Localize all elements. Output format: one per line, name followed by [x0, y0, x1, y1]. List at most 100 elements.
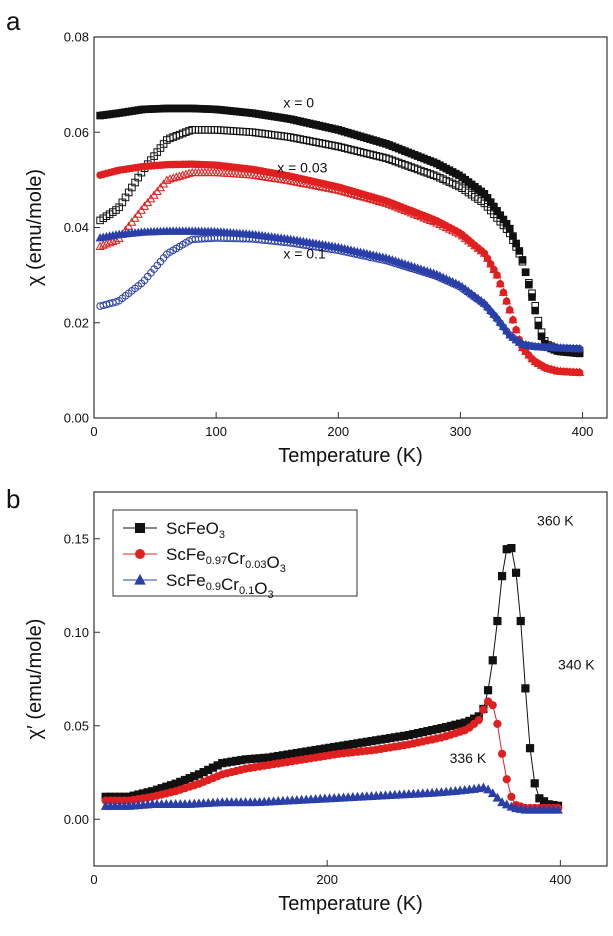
data-point-a: [489, 264, 499, 273]
data-point-b: [530, 779, 539, 788]
annotation-a: x = 0.03: [277, 160, 327, 176]
chart-panel-b: 0 200 400 0.00 0.05 0.10 0.15 Temperature (K) χ′…: [24, 491, 608, 915]
y-tick-label-a: 0.08: [64, 30, 89, 45]
x-tick-label-a: 300: [450, 424, 472, 439]
data-point-b: [474, 716, 483, 725]
series-b-2: [100, 782, 563, 814]
data-point-a: [108, 236, 118, 245]
data-point-a: [572, 344, 581, 353]
data-point-a: [171, 172, 181, 181]
data-point-a: [524, 350, 534, 359]
data-point-b: [507, 792, 516, 801]
data-point-b: [493, 616, 502, 626]
data-point-b: [478, 782, 489, 792]
series-a-3: [95, 167, 585, 376]
data-point-a: [457, 231, 467, 240]
data-point-a: [178, 170, 188, 179]
data-point-b: [488, 701, 497, 710]
x-tick-label-a: 0: [90, 424, 97, 439]
data-point-b: [488, 656, 497, 665]
legend-marker: [135, 523, 145, 533]
data-point-a: [460, 233, 470, 242]
annotation-a: x = 0: [283, 94, 314, 110]
data-point-a: [184, 168, 194, 177]
data-point-a: [537, 328, 546, 336]
data-point-b: [493, 719, 502, 728]
y-tick-label-b: 0.15: [64, 531, 89, 546]
x-tick-label-b: 0: [90, 872, 97, 887]
data-point-a: [429, 271, 438, 280]
data-point-b: [525, 744, 535, 753]
data-point-b: [483, 686, 493, 695]
x-tick-label-b: 200: [316, 872, 338, 887]
series-a-5: [96, 234, 584, 353]
data-point-b: [501, 799, 512, 809]
data-point-a: [105, 237, 115, 247]
data-point-a: [467, 238, 477, 247]
data-point-a: [463, 235, 474, 245]
data-point-b: [511, 568, 521, 577]
data-point-b: [487, 788, 498, 798]
data-point-b: [502, 775, 511, 784]
data-point-a: [479, 248, 489, 257]
data-point-a: [527, 353, 537, 363]
y-tick-label-a: 0.02: [64, 315, 89, 330]
data-point-a: [515, 249, 524, 258]
data-point-b: [492, 792, 503, 802]
data-point-a: [528, 289, 536, 298]
data-point-a: [473, 243, 483, 252]
x-tick-label-a: 200: [327, 424, 349, 439]
data-point-a: [525, 280, 533, 289]
data-point-b: [507, 544, 516, 553]
data-point-a: [162, 175, 172, 184]
data-point-b: [497, 797, 507, 807]
data-point-a: [174, 171, 185, 180]
data-point-b: [479, 705, 488, 714]
y-tick-label-b: 0.00: [64, 812, 89, 827]
data-point-a: [492, 270, 502, 279]
data-point-a: [454, 228, 464, 238]
legend-marker: [134, 573, 146, 585]
data-point-a: [534, 321, 543, 330]
legend-label: ScFeO3: [166, 519, 225, 541]
y-tick-label-a: 0.06: [64, 125, 89, 140]
legend-box: [112, 509, 358, 597]
data-point-a: [98, 240, 108, 249]
data-point-a: [521, 268, 530, 277]
x-axis-title-a: Temperature (K): [278, 445, 423, 467]
legend-label: ScFe0.9Cr0.1O3: [166, 571, 274, 601]
data-point-b: [497, 749, 507, 758]
y-tick-label-b: 0.05: [64, 718, 89, 733]
data-point-a: [168, 173, 178, 182]
data-point-b: [516, 616, 525, 626]
data-point-a: [495, 278, 505, 288]
panel-b-letter: b: [6, 484, 20, 514]
data-point-a: [531, 301, 539, 310]
data-point-a: [531, 306, 539, 315]
data-point-a: [130, 213, 140, 222]
data-point-a: [492, 313, 502, 322]
annotation-b: 360 K: [537, 513, 574, 529]
panel-a-letter: a: [6, 6, 21, 36]
x-tick-label-a: 400: [572, 424, 594, 439]
plot-frame-b: [93, 491, 608, 867]
data-point-a: [101, 239, 111, 248]
data-point-a: [518, 257, 527, 266]
y-tick-label-b: 0.10: [64, 625, 89, 640]
legend-label: ScFe0.97Cr0.03O3: [166, 545, 286, 575]
data-point-a: [521, 346, 531, 355]
data-point-a: [133, 209, 143, 218]
data-point-a: [181, 169, 191, 178]
data-point-a: [486, 259, 496, 268]
x-tick-label-b: 400: [550, 872, 572, 887]
data-point-a: [165, 174, 175, 183]
annotation-a: x = 0.1: [283, 245, 326, 261]
data-point-a: [521, 268, 530, 277]
data-point-b: [483, 784, 493, 794]
data-point-a: [575, 345, 584, 353]
chart-panel-a: 0 100 200 300 400 0.00 0.02 0.04 0.06 0.08 Tempera…: [24, 30, 608, 467]
data-point-a: [470, 240, 480, 250]
annotation-b: 336 K: [450, 750, 487, 766]
